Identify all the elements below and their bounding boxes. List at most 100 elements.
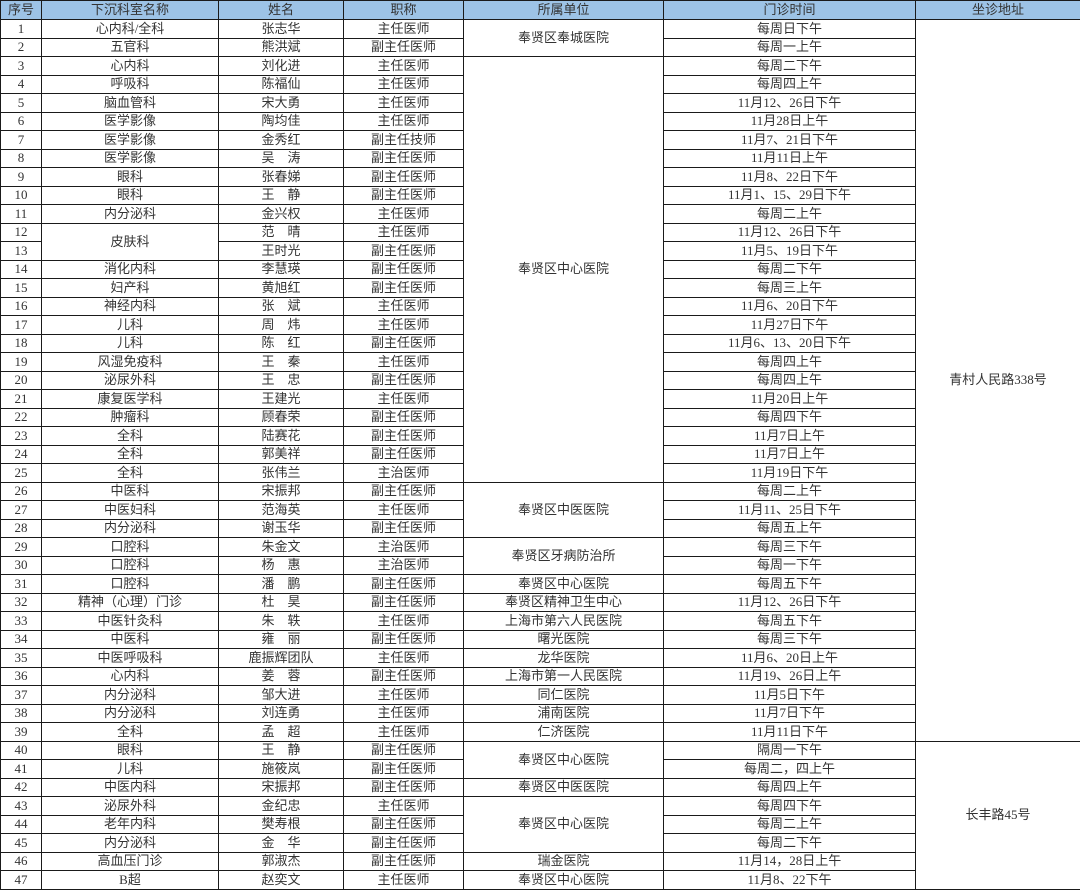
cell-name: 郭淑杰 bbox=[219, 852, 344, 871]
cell-department: 神经内科 bbox=[42, 297, 219, 316]
cell-name: 张伟兰 bbox=[219, 464, 344, 483]
cell-title: 副主任医师 bbox=[344, 852, 464, 871]
cell-no: 8 bbox=[1, 149, 42, 168]
cell-time: 每周四上午 bbox=[664, 353, 916, 372]
cell-department: 口腔科 bbox=[42, 556, 219, 575]
cell-department: 心内科 bbox=[42, 667, 219, 686]
cell-unit: 上海市第六人民医院 bbox=[464, 612, 664, 631]
cell-unit: 奉贤区中心医院 bbox=[464, 57, 664, 483]
cell-time: 每周二上午 bbox=[664, 482, 916, 501]
cell-time: 11月6、20日上午 bbox=[664, 649, 916, 668]
cell-time: 每周一下午 bbox=[664, 556, 916, 575]
cell-title: 副主任医师 bbox=[344, 593, 464, 612]
cell-time: 每周二下午 bbox=[664, 260, 916, 279]
cell-department: 肿瘤科 bbox=[42, 408, 219, 427]
cell-title: 主任医师 bbox=[344, 297, 464, 316]
cell-unit: 同仁医院 bbox=[464, 686, 664, 705]
cell-department: 康复医学科 bbox=[42, 390, 219, 409]
schedule-table-header: 序号下沉科室名称姓名职称所属单位门诊时间坐诊地址 bbox=[1, 1, 1080, 20]
cell-unit: 曙光医院 bbox=[464, 630, 664, 649]
cell-no: 25 bbox=[1, 464, 42, 483]
cell-title: 副主任医师 bbox=[344, 482, 464, 501]
cell-name: 范海英 bbox=[219, 501, 344, 520]
cell-name: 郭美祥 bbox=[219, 445, 344, 464]
cell-no: 7 bbox=[1, 131, 42, 150]
cell-time: 11月5日下午 bbox=[664, 686, 916, 705]
column-header-department: 下沉科室名称 bbox=[42, 1, 219, 20]
cell-department: 口腔科 bbox=[42, 575, 219, 594]
cell-title: 主任医师 bbox=[344, 704, 464, 723]
cell-department: 内分泌科 bbox=[42, 834, 219, 853]
cell-no: 15 bbox=[1, 279, 42, 298]
cell-name: 陶均佳 bbox=[219, 112, 344, 131]
cell-department: 全科 bbox=[42, 445, 219, 464]
cell-no: 10 bbox=[1, 186, 42, 205]
cell-name: 杜 昊 bbox=[219, 593, 344, 612]
cell-unit: 奉贤区精神卫生中心 bbox=[464, 593, 664, 612]
cell-unit: 浦南医院 bbox=[464, 704, 664, 723]
cell-no: 20 bbox=[1, 371, 42, 390]
cell-department: 全科 bbox=[42, 464, 219, 483]
cell-name: 雍 丽 bbox=[219, 630, 344, 649]
cell-no: 33 bbox=[1, 612, 42, 631]
cell-title: 副主任医师 bbox=[344, 149, 464, 168]
cell-no: 46 bbox=[1, 852, 42, 871]
cell-department: 眼科 bbox=[42, 186, 219, 205]
cell-department: 呼吸科 bbox=[42, 75, 219, 94]
cell-title: 主任医师 bbox=[344, 871, 464, 890]
cell-no: 30 bbox=[1, 556, 42, 575]
cell-no: 34 bbox=[1, 630, 42, 649]
cell-no: 38 bbox=[1, 704, 42, 723]
cell-unit: 龙华医院 bbox=[464, 649, 664, 668]
cell-no: 11 bbox=[1, 205, 42, 224]
cell-no: 44 bbox=[1, 815, 42, 834]
cell-no: 29 bbox=[1, 538, 42, 557]
cell-department: 脑血管科 bbox=[42, 94, 219, 113]
cell-time: 11月5、19日下午 bbox=[664, 242, 916, 261]
cell-time: 11月7日上午 bbox=[664, 427, 916, 446]
cell-department: 儿科 bbox=[42, 760, 219, 779]
cell-name: 樊寿根 bbox=[219, 815, 344, 834]
cell-title: 主治医师 bbox=[344, 556, 464, 575]
cell-department: 中医妇科 bbox=[42, 501, 219, 520]
cell-no: 47 bbox=[1, 871, 42, 890]
cell-department: 医学影像 bbox=[42, 112, 219, 131]
cell-name: 刘化进 bbox=[219, 57, 344, 76]
cell-title: 主任医师 bbox=[344, 649, 464, 668]
cell-time: 每周日下午 bbox=[664, 20, 916, 39]
cell-name: 黄旭红 bbox=[219, 279, 344, 298]
cell-title: 主任医师 bbox=[344, 612, 464, 631]
cell-department: 高血压门诊 bbox=[42, 852, 219, 871]
cell-name: 邹大进 bbox=[219, 686, 344, 705]
cell-name: 吴 涛 bbox=[219, 149, 344, 168]
cell-name: 王时光 bbox=[219, 242, 344, 261]
cell-name: 王 忠 bbox=[219, 371, 344, 390]
cell-no: 19 bbox=[1, 353, 42, 372]
cell-department: 老年内科 bbox=[42, 815, 219, 834]
cell-department: 眼科 bbox=[42, 741, 219, 760]
cell-unit: 奉贤区牙病防治所 bbox=[464, 538, 664, 575]
cell-unit: 奉贤区中心医院 bbox=[464, 797, 664, 853]
cell-no: 5 bbox=[1, 94, 42, 113]
cell-department: 泌尿外科 bbox=[42, 371, 219, 390]
column-header-title: 职称 bbox=[344, 1, 464, 20]
cell-time: 每周三下午 bbox=[664, 630, 916, 649]
cell-no: 13 bbox=[1, 242, 42, 261]
cell-time: 每周五下午 bbox=[664, 612, 916, 631]
cell-time: 每周五上午 bbox=[664, 519, 916, 538]
cell-department: 中医内科 bbox=[42, 778, 219, 797]
cell-name: 陈福仙 bbox=[219, 75, 344, 94]
cell-title: 副主任医师 bbox=[344, 834, 464, 853]
cell-address: 青村人民路338号 bbox=[916, 20, 1080, 742]
cell-title: 副主任医师 bbox=[344, 445, 464, 464]
cell-department: 风湿免疫科 bbox=[42, 353, 219, 372]
cell-department: 儿科 bbox=[42, 334, 219, 353]
cell-time: 每周三下午 bbox=[664, 538, 916, 557]
cell-title: 副主任医师 bbox=[344, 427, 464, 446]
cell-name: 张春娣 bbox=[219, 168, 344, 187]
cell-name: 朱 轶 bbox=[219, 612, 344, 631]
cell-time: 11月12、26日下午 bbox=[664, 593, 916, 612]
cell-name: 姜 蓉 bbox=[219, 667, 344, 686]
cell-title: 主任医师 bbox=[344, 112, 464, 131]
cell-department: 五官科 bbox=[42, 38, 219, 57]
